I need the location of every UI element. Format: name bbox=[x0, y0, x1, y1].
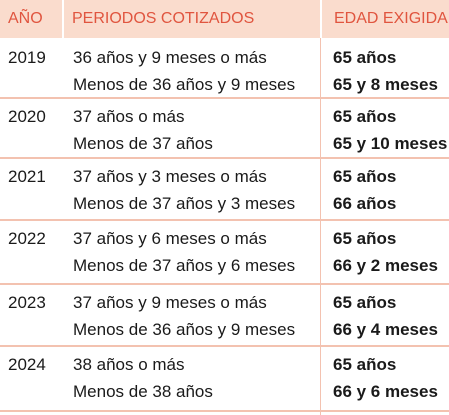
row-divider bbox=[0, 219, 449, 221]
period: 37 años y 6 meses o más bbox=[73, 229, 267, 248]
period: Menos de 36 años y 9 meses bbox=[73, 320, 296, 339]
period: 36 años y 9 meses o más bbox=[73, 48, 267, 67]
period: Menos de 38 años bbox=[73, 382, 213, 401]
age: 65 años bbox=[333, 107, 397, 126]
row-divider bbox=[0, 345, 449, 347]
row-divider bbox=[0, 97, 449, 99]
period: Menos de 37 años y 3 meses bbox=[73, 194, 296, 213]
age: 65 años bbox=[333, 355, 397, 374]
age: 65 años bbox=[333, 167, 397, 186]
column-divider bbox=[320, 38, 321, 415]
year: 2019 bbox=[8, 48, 46, 67]
age: 65 y 10 meses bbox=[333, 134, 448, 153]
age: 66 años bbox=[333, 194, 397, 213]
age: 65 años bbox=[333, 293, 397, 312]
age: 65 años bbox=[333, 48, 397, 67]
year: 2022 bbox=[8, 229, 46, 248]
period: 37 años o más bbox=[73, 107, 185, 126]
period: 37 años y 9 meses o más bbox=[73, 293, 267, 312]
row-divider bbox=[0, 283, 449, 285]
period: 38 años o más bbox=[73, 355, 185, 374]
year: 2024 bbox=[8, 355, 46, 374]
row-divider bbox=[0, 410, 449, 412]
period: Menos de 37 años y 6 meses bbox=[73, 256, 296, 275]
header-cell: PERIODOS COTIZADOS bbox=[64, 0, 320, 38]
age: 65 años bbox=[333, 229, 397, 248]
age: 66 y 6 meses bbox=[333, 382, 438, 401]
age: 66 y 2 meses bbox=[333, 256, 438, 275]
header-cell: EDAD EXIGIDA bbox=[322, 0, 449, 38]
year: 2023 bbox=[8, 293, 46, 312]
row-divider bbox=[0, 157, 449, 159]
period: 37 años y 3 meses o más bbox=[73, 167, 267, 186]
period: Menos de 37 años bbox=[73, 134, 213, 153]
age: 65 y 8 meses bbox=[333, 75, 438, 94]
header-cell: AÑO bbox=[0, 0, 62, 38]
year: 2021 bbox=[8, 167, 46, 186]
age: 66 y 4 meses bbox=[333, 320, 438, 339]
period: Menos de 36 años y 9 meses bbox=[73, 75, 296, 94]
year: 2020 bbox=[8, 107, 46, 126]
